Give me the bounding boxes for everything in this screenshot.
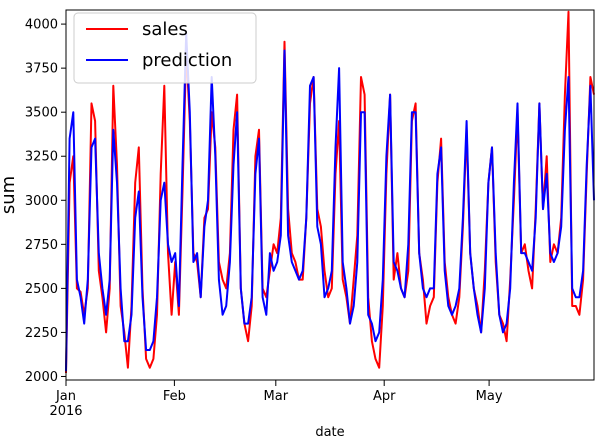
y-tick-label: 3250 bbox=[25, 150, 58, 165]
x-tick-label: Jan bbox=[55, 389, 76, 404]
y-tick-label: 2750 bbox=[25, 238, 58, 253]
legend-label-sales: sales bbox=[142, 19, 188, 40]
x-tick-label: Apr bbox=[373, 389, 396, 404]
series-lines bbox=[65, 10, 595, 374]
x-tick-sublabel: 2016 bbox=[49, 404, 82, 419]
legend-label-prediction: prediction bbox=[142, 50, 232, 71]
y-axis-label: sum bbox=[0, 176, 19, 214]
y-tick-label: 3000 bbox=[25, 194, 58, 209]
y-tick-label: 4000 bbox=[25, 18, 58, 33]
legend: sales prediction bbox=[73, 12, 257, 84]
y-axis: 2000 2250 2500 2750 3000 3250 3500 3750 4000 bbox=[25, 18, 66, 385]
x-tick-label: Feb bbox=[163, 389, 186, 404]
plot-frame bbox=[65, 9, 595, 381]
x-tick-label: May bbox=[476, 389, 503, 404]
x-tick-label: Mar bbox=[264, 389, 289, 404]
y-tick-label: 2250 bbox=[25, 326, 58, 341]
y-tick-label: 3500 bbox=[25, 106, 58, 121]
x-axis-label: date bbox=[315, 425, 344, 438]
legend-box bbox=[73, 12, 257, 84]
series-line-sales bbox=[65, 10, 595, 374]
y-tick-label: 3750 bbox=[25, 62, 58, 77]
y-tick-label: 2500 bbox=[25, 282, 58, 297]
y-tick-label: 2000 bbox=[25, 370, 58, 385]
series-line-prediction bbox=[65, 31, 595, 372]
